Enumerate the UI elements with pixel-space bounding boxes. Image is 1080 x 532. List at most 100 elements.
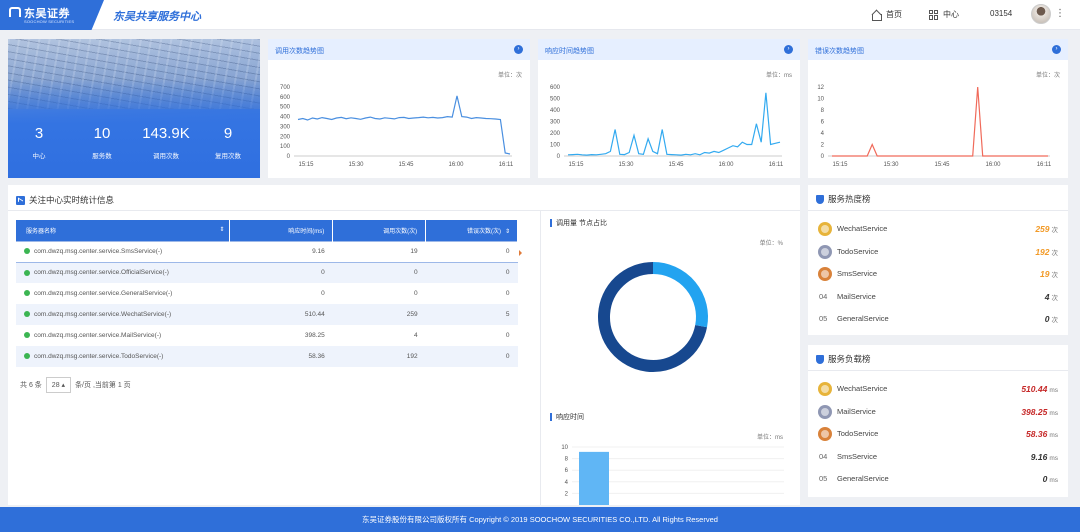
top-header: 东吴证券 SOOCHOW SECURITIES 东吴共享服务中心 首页 中心 0… (0, 0, 1080, 30)
rank-item[interactable]: WechatService 259 次 (818, 221, 1058, 239)
rank-item[interactable]: 04 SmsService 9.16 ms (818, 449, 1058, 467)
y-tick-label: 500 (280, 105, 291, 111)
rank-value: 259 次 (1035, 224, 1058, 234)
y-tick-label: 0 (821, 154, 825, 160)
x-tick-label: 16:11 (1037, 162, 1052, 168)
rank-item[interactable]: 05 GeneralService 0 ms (818, 471, 1058, 489)
rank-value: 398.25 ms (1021, 406, 1058, 417)
table-row[interactable]: com.dwzq.msg.center.service.GeneralServi… (16, 283, 518, 304)
pagination: 共 6 条 28 ▴ 条/页 ,当前第 1 页 (20, 377, 131, 393)
grid-icon (929, 9, 939, 20)
rank-service-name: GeneralService (837, 314, 889, 323)
sort-icon[interactable]: ⇕ (219, 226, 225, 233)
x-tick-label: 15:30 (348, 162, 364, 168)
rank-item[interactable]: TodoService 192 次 (818, 244, 1058, 262)
series-line (297, 95, 511, 155)
medal-icon (818, 427, 832, 441)
status-ok-icon (24, 248, 30, 255)
y-tick-label: 0 (287, 154, 291, 160)
rank-item[interactable]: WechatService 510.44 ms (818, 381, 1058, 399)
rank-service-name: SmsService (837, 451, 878, 461)
x-tick-label: 16:00 (985, 162, 1001, 168)
trend-icon (16, 195, 25, 205)
cell-errors: 0 (505, 290, 510, 297)
y-tick-label: 300 (280, 124, 291, 130)
arrow-right-icon[interactable]: › (784, 45, 793, 54)
rank-service-name: TodoService (837, 246, 879, 256)
rank-service-name: TodoService (837, 429, 879, 438)
nav-center[interactable]: 中心 (929, 9, 959, 20)
x-tick-label: 16:11 (769, 162, 784, 168)
y-tick-label: 700 (280, 85, 291, 91)
table-row[interactable]: com.dwzq.msg.center.service.MailService(… (16, 325, 518, 346)
rank-item[interactable]: 05 GeneralService 0 次 (818, 311, 1058, 329)
y-tick-label: 4 (821, 131, 825, 137)
nav-home[interactable]: 首页 (871, 9, 902, 21)
cell-service-name: com.dwzq.msg.center.service.OfficialServ… (16, 262, 230, 283)
page-size-select[interactable]: 28 ▴ (45, 377, 72, 393)
user-id[interactable]: 03154 (990, 9, 1013, 18)
calls-line-chart: 0 100 200 300 400 500 600 700 15:15 15:30 15:45 16:… (280, 85, 514, 168)
rank-item[interactable]: MailService 398.25 ms (818, 404, 1058, 422)
col-header-calls[interactable]: 调用次数(次) (332, 220, 427, 241)
series-line (567, 92, 781, 156)
cell-errors: 0 (425, 346, 518, 367)
cell-service-name: com.dwzq.msg.center.service.GeneralServi… (16, 283, 230, 304)
section-title: 关注中心实时统计信息 (16, 194, 114, 206)
sort-icon[interactable]: ⇕ (504, 228, 510, 235)
status-ok-icon (24, 269, 30, 276)
x-tick-label: 16:11 (499, 162, 514, 168)
rank-service-name: GeneralService (837, 474, 889, 483)
table-header-row: 服务器名称 ⇕ 响应时间(ms) 调用次数(次) 错误次数(次) ⇕ (16, 220, 518, 241)
rank-item[interactable]: 04 MailService 4 次 (818, 289, 1058, 307)
stat-centers: 3 中心 (9, 125, 69, 160)
stat-calls: 143.9K 调用次数 (136, 125, 196, 160)
y-tick-label: 2 (821, 143, 825, 149)
x-tick-label: 15:45 (398, 162, 414, 168)
avatar[interactable] (1031, 4, 1051, 24)
cell-calls: 19 (332, 240, 426, 263)
logo[interactable]: 东吴证券 SOOCHOW SECURITIES (0, 0, 104, 30)
rank-service-name: WechatService (837, 224, 888, 233)
y-tick-label: 100 (280, 144, 291, 150)
y-tick-label: 10 (817, 97, 824, 103)
rank-number: 04 (819, 451, 828, 461)
arrow-right-icon[interactable]: › (514, 45, 523, 54)
table-row[interactable]: com.dwzq.msg.center.service.WechatServic… (16, 304, 518, 325)
summary-stats-card: 3 中心 10 服务数 143.9K 调用次数 9 复用次数 (8, 39, 260, 178)
arrow-right-icon[interactable]: › (1052, 45, 1061, 54)
rank-item[interactable]: SmsService 19 次 (818, 266, 1058, 284)
col-header-name[interactable]: 服务器名称 ⇕ (16, 220, 231, 241)
x-tick-label: 16:00 (718, 162, 734, 168)
rank-service-name: WechatService (837, 384, 888, 393)
unit-label: 单位：次 (1035, 73, 1060, 79)
cell-service-name: com.dwzq.msg.center.service.TodoService(… (16, 346, 230, 367)
y-tick-label: 500 (550, 97, 561, 103)
rank-service-name: MailService (837, 291, 876, 301)
col-header-errors[interactable]: 错误次数(次) ⇕ (425, 220, 518, 241)
rank-item[interactable]: TodoService 58.36 ms (818, 426, 1058, 444)
cell-calls: 0 (413, 290, 418, 297)
load-rank-panel: 服务负载榜 WechatService 510.44 ms MailService 39… (808, 345, 1068, 497)
status-ok-icon (24, 353, 30, 360)
errors-line-chart: 0 2 4 6 8 10 12 15:15 15:30 15:45 16:00 16:11 (817, 85, 1052, 168)
y-tick-label: 600 (550, 85, 561, 91)
response-bar-unit: 单位：ms (757, 435, 783, 441)
logo-mark-icon (9, 7, 21, 17)
table-row[interactable]: com.dwzq.msg.center.service.TodoService(… (16, 346, 518, 367)
table-row[interactable]: com.dwzq.msg.center.service.SmsService(-… (16, 240, 518, 263)
response-line-chart: 0 100 200 300 400 500 600 15:15 15:30 15:45 16:00 1… (550, 85, 784, 168)
stat-label: 调用次数 (153, 153, 179, 160)
y-tick-label: 8 (821, 108, 825, 114)
y-tick-label: 8 (565, 457, 569, 463)
y-tick-label: 2 (565, 491, 569, 497)
more-menu-icon[interactable]: ⋮ (1055, 8, 1065, 19)
stat-label: 复用次数 (215, 153, 241, 160)
col-header-response[interactable]: 响应时间(ms) (229, 220, 334, 241)
medal-icon (818, 267, 832, 281)
x-tick-label: 15:15 (832, 162, 848, 168)
cell-service-name: com.dwzq.msg.center.service.MailService(… (16, 325, 230, 346)
table-row[interactable]: com.dwzq.msg.center.service.OfficialServ… (16, 262, 518, 283)
y-tick-label: 100 (550, 143, 561, 149)
